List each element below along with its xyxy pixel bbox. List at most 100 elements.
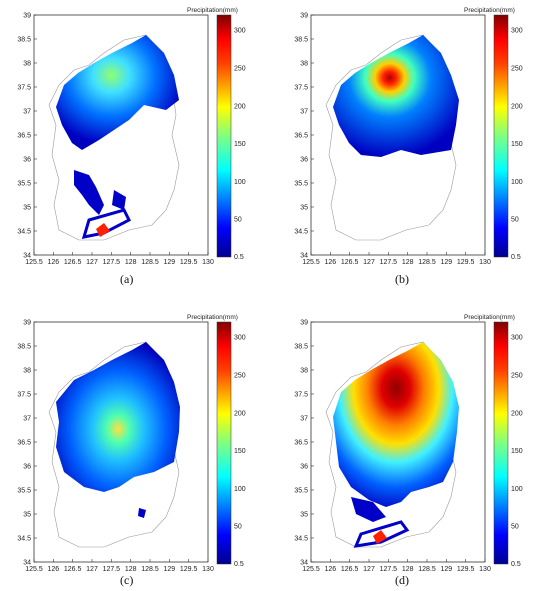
y-tick-label: 34.5 [17, 229, 31, 236]
y-tick-label: 39 [300, 320, 308, 327]
colorbar-c: Precipitation(mm) 300 250 200 150 100 50 0.5 [187, 314, 246, 568]
y-tick-label: 38.5 [294, 344, 308, 351]
y-axis: 39 38.5 38 37.5 37 36.5 36 35.5 35 34.5 34 [294, 320, 314, 567]
precip-blob [112, 190, 126, 210]
y-tick-label: 36.5 [294, 440, 308, 447]
precip-field [56, 35, 179, 150]
precip-blob [373, 530, 387, 544]
precip-field [333, 342, 459, 507]
y-tick-label: 36 [300, 464, 308, 471]
panel-b: 125.5 126 126.5 127 127.5 128 128.5 129 129.5 130… [294, 13, 491, 267]
y-tick-label: 37.5 [17, 85, 31, 92]
coastline [48, 34, 180, 241]
panel-caption: (c) [120, 573, 133, 587]
colorbar-gradient [493, 14, 509, 258]
y-tick-label: 36.5 [17, 440, 31, 447]
panel-caption: (b) [395, 272, 409, 286]
colorbar-title: Precipitation(mm) [187, 7, 238, 14]
x-tick-label: 125.5 [25, 259, 43, 266]
y-axis: 39 38.5 38 37.5 37 36.5 36 35.5 35 34.5 34 [294, 13, 314, 260]
x-tick-label: 128.5 [141, 566, 159, 573]
x-tick-label: 129.5 [180, 566, 198, 573]
precip-field [56, 342, 180, 492]
x-tick-label: 128.5 [141, 259, 159, 266]
y-tick-label: 35 [23, 512, 31, 519]
x-tick-label: 129 [440, 566, 452, 573]
x-tick-label: 127 [363, 259, 375, 266]
colorbar-tick-label: 250 [511, 65, 523, 72]
x-tick-label: 130 [202, 259, 214, 266]
y-tick-label: 39 [300, 13, 308, 20]
colorbar-ticks: 300 250 200 150 100 50 0.5 [511, 335, 523, 568]
y-tick-label: 36.5 [294, 133, 308, 140]
colorbar-gradient [493, 321, 509, 565]
colorbar-tick-label: 50 [234, 524, 242, 531]
x-tick-label: 128.5 [418, 259, 436, 266]
panel-caption: (a) [120, 272, 133, 286]
x-tick-label: 129 [163, 259, 175, 266]
y-tick-label: 38.5 [17, 344, 31, 351]
y-tick-label: 35 [23, 205, 31, 212]
y-tick-label: 35 [300, 205, 308, 212]
colorbar-tick-label: 300 [234, 28, 246, 35]
colorbar-tick-label: 150 [234, 448, 246, 455]
x-tick-label: 126.5 [64, 566, 82, 573]
x-tick-label: 125.5 [25, 566, 43, 573]
x-tick-label: 128.5 [418, 566, 436, 573]
colorbar-tick-label: 300 [234, 335, 246, 342]
colorbar-tick-label: 150 [511, 448, 523, 455]
panel-c: 125.5 126 126.5 127 127.5 128 128.5 129 129.5 130… [17, 320, 214, 574]
x-tick-label: 130 [479, 566, 491, 573]
colorbar-tick-label: 250 [234, 65, 246, 72]
x-tick-label: 126 [324, 259, 336, 266]
colorbar-tick-label: 300 [511, 335, 523, 342]
x-tick-label: 130 [479, 259, 491, 266]
x-tick-label: 128 [402, 566, 414, 573]
y-tick-label: 35.5 [294, 488, 308, 495]
x-tick-label: 126.5 [341, 259, 359, 266]
y-tick-label: 36 [23, 157, 31, 164]
y-tick-label: 34 [300, 253, 308, 260]
colorbar-title: Precipitation(mm) [187, 314, 238, 321]
y-tick-label: 34 [300, 560, 308, 567]
precip-blob [351, 497, 386, 522]
colorbar-tick-label: 200 [234, 410, 246, 417]
precip-blob [81, 208, 132, 239]
x-tick-label: 129 [440, 259, 452, 266]
y-tick-label: 34.5 [294, 229, 308, 236]
colorbar-gradient [216, 14, 232, 258]
colorbar-tick-label: 50 [511, 217, 519, 224]
x-axis: 125.5 126 126.5 127 127.5 128 128.5 129 129.5 130 [302, 559, 491, 573]
x-tick-label: 127.5 [380, 566, 398, 573]
panel-a: 125.5 126 126.5 127 127.5 128 128.5 129 129.5 130… [17, 13, 214, 267]
y-tick-label: 37 [23, 416, 31, 423]
y-tick-label: 38.5 [17, 37, 31, 44]
y-tick-label: 36 [23, 464, 31, 471]
y-tick-label: 34 [23, 253, 31, 260]
x-tick-label: 129.5 [180, 259, 198, 266]
y-tick-label: 35.5 [294, 181, 308, 188]
colorbar-tick-label: 100 [511, 179, 523, 186]
colorbar-ticks: 300 250 200 150 100 50 0.5 [234, 28, 246, 261]
x-tick-label: 129.5 [457, 259, 475, 266]
colorbar-tick-label: 0.5 [511, 254, 521, 261]
x-tick-label: 127 [363, 566, 375, 573]
y-tick-label: 37 [300, 416, 308, 423]
precip-blob [138, 508, 146, 518]
y-tick-label: 35 [300, 512, 308, 519]
x-tick-label: 130 [202, 566, 214, 573]
colorbar-b: Precipitation(mm) 300 250 200 150 100 50 0.5 [464, 7, 523, 261]
x-tick-label: 129 [163, 566, 175, 573]
colorbar-tick-label: 0.5 [511, 561, 521, 568]
colorbar-tick-label: 150 [234, 141, 246, 148]
colorbar-a: Precipitation(mm) 300 250 200 150 100 50 0.5 [187, 7, 246, 261]
x-tick-label: 126 [47, 566, 59, 573]
colorbar-title: Precipitation(mm) [464, 7, 515, 14]
colorbar-title: Precipitation(mm) [464, 314, 515, 321]
x-tick-label: 126.5 [64, 259, 82, 266]
colorbar-tick-label: 0.5 [234, 561, 244, 568]
y-tick-label: 35.5 [17, 181, 31, 188]
y-tick-label: 39 [23, 13, 31, 20]
y-tick-label: 37.5 [294, 85, 308, 92]
